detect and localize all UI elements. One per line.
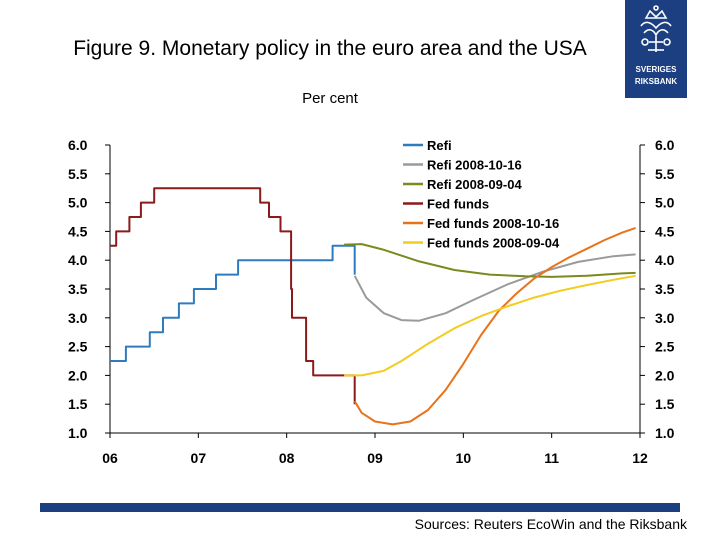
x-tick-label: 06: [102, 450, 118, 466]
y-tick-label-left: 1.5: [68, 396, 88, 412]
crown-emblem-icon: SVERIGES RIKSBANK: [635, 5, 678, 86]
y-tick-label-right: 4.5: [655, 223, 675, 239]
y-tick-label-left: 1.0: [68, 425, 88, 441]
y-tick-label-right: 3.0: [655, 310, 675, 326]
y-tick-label-left: 2.0: [68, 367, 88, 383]
legend-label-3: Refi 2008-09-04: [427, 177, 522, 192]
x-tick-label: 11: [544, 450, 559, 466]
y-tick-label-right: 2.5: [655, 339, 675, 355]
y-tick-label-left: 4.0: [68, 252, 88, 268]
chart-title: Figure 9. Monetary policy in the euro ar…: [73, 37, 587, 60]
series-line-6: [344, 274, 636, 377]
legend-label-2: Refi 2008-10-16: [427, 158, 522, 173]
y-tick-label-left: 2.5: [68, 339, 88, 355]
riksbank-logo: SVERIGES RIKSBANK: [625, 0, 687, 98]
series-line-3: [344, 243, 636, 278]
chart-subtitle: Per cent: [302, 90, 358, 107]
y-tick-label-right: 4.0: [655, 252, 675, 268]
chart-series: [110, 187, 636, 426]
y-tick-label-right: 1.0: [655, 425, 675, 441]
source-note: Sources: Reuters EcoWin and the Riksbank: [414, 516, 687, 532]
y-tick-label-right: 1.5: [655, 396, 675, 412]
x-tick-label: 07: [191, 450, 207, 466]
x-tick-label: 09: [367, 450, 383, 466]
y-tick-label-left: 3.0: [68, 310, 88, 326]
x-tick-label: 08: [279, 450, 295, 466]
series-line-1: [110, 244, 356, 362]
legend-label-4: Fed funds: [427, 197, 489, 212]
x-tick-label: 12: [632, 450, 648, 466]
legend-label-6: Fed funds 2008-09-04: [427, 236, 560, 251]
logo-text-line-1: SVERIGES: [636, 65, 678, 74]
legend-label-1: Refi: [427, 138, 452, 153]
y-tick-label-left: 5.5: [68, 166, 88, 182]
y-tick-label-right: 5.5: [655, 166, 675, 182]
footer-bar: [40, 503, 680, 512]
series-line-4: [110, 187, 356, 405]
y-tick-label-right: 5.0: [655, 195, 675, 211]
y-tick-label-right: 6.0: [655, 137, 675, 153]
y-tick-label-left: 4.5: [68, 223, 88, 239]
logo-text-line-2: RIKSBANK: [635, 77, 677, 86]
legend-label-5: Fed funds 2008-10-16: [427, 216, 559, 231]
y-tick-label-right: 3.5: [655, 281, 675, 297]
x-tick-label: 10: [456, 450, 472, 466]
chart-axes: 1.0 1.0 1.5 1.5 2.0 2.0 2.5 2.5 3.0 3.0 3.5 3.5 4.0 4…: [68, 137, 675, 466]
y-tick-label-left: 5.0: [68, 195, 88, 211]
y-tick-label-left: 6.0: [68, 137, 88, 153]
y-tick-label-right: 2.0: [655, 367, 675, 383]
series-line-5: [353, 226, 636, 426]
chart-legend: Refi Refi 2008-10-16 Refi 2008-09-04 Fed fu…: [403, 138, 560, 251]
series-line-2: [353, 253, 636, 322]
y-tick-label-left: 3.5: [68, 281, 88, 297]
